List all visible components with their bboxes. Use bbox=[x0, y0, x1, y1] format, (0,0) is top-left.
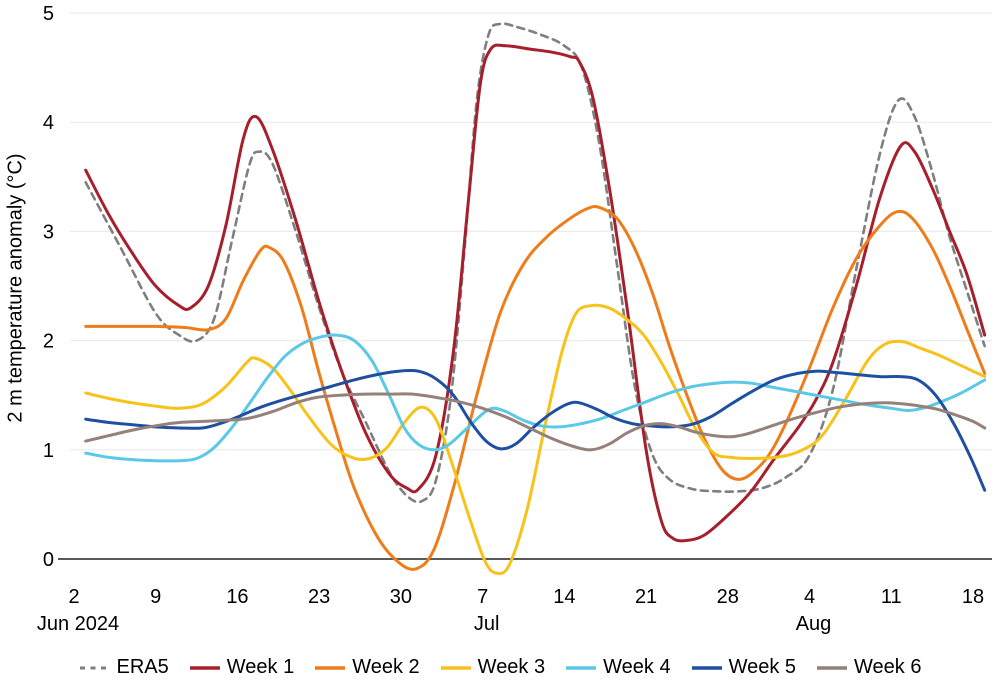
x-tick-label: 28 bbox=[717, 586, 739, 608]
legend-item-week-2: Week 2 bbox=[314, 656, 420, 679]
y-tick-label: 2 bbox=[43, 331, 54, 353]
legend-label: Week 2 bbox=[352, 656, 420, 678]
y-tick-label: 0 bbox=[43, 549, 54, 571]
legend-item-week-5: Week 5 bbox=[691, 656, 796, 679]
x-tick-label: 7 bbox=[477, 586, 488, 608]
legend-item-week-3: Week 3 bbox=[440, 656, 545, 679]
series-line-week-1 bbox=[84, 43, 987, 543]
month-label: Aug bbox=[796, 613, 832, 635]
month-label: Jun 2024 bbox=[37, 613, 119, 635]
x-tick-label: 14 bbox=[553, 586, 575, 608]
legend: ERA5 Week 1 Week 2 Week 3 Week 4 Week 5 Week 6 bbox=[0, 656, 1000, 679]
legend-swatch bbox=[315, 665, 346, 670]
legend-swatch bbox=[817, 665, 848, 670]
legend-label: Week 4 bbox=[603, 656, 671, 678]
legend-label: Week 5 bbox=[728, 656, 797, 678]
series-line-week-5 bbox=[84, 368, 987, 492]
y-tick-label: 4 bbox=[43, 112, 54, 134]
legend-swatch bbox=[691, 665, 722, 670]
legend-swatch bbox=[566, 665, 597, 670]
legend-label: Week 3 bbox=[477, 656, 546, 678]
legend-swatch bbox=[79, 666, 110, 669]
x-tick-label: 11 bbox=[881, 586, 902, 608]
x-tick-label: 21 bbox=[635, 586, 657, 608]
x-tick-label: 2 bbox=[68, 586, 79, 608]
legend-label: Week 1 bbox=[226, 656, 295, 678]
legend-item-era5: ERA5 bbox=[79, 656, 169, 679]
month-label: Jul bbox=[474, 613, 500, 635]
series-line-week-4 bbox=[84, 333, 987, 463]
legend-item-week-4: Week 4 bbox=[565, 656, 671, 679]
series-line-week-2 bbox=[84, 205, 987, 571]
x-tick-label: 16 bbox=[226, 586, 248, 608]
legend-swatch bbox=[440, 665, 471, 670]
legend-swatch bbox=[189, 665, 220, 670]
legend-label: Week 6 bbox=[854, 656, 922, 678]
y-tick-label: 1 bbox=[43, 440, 54, 462]
series-line-week-3 bbox=[84, 303, 987, 576]
x-tick-label: 18 bbox=[962, 586, 984, 608]
x-tick-label: 4 bbox=[804, 586, 815, 608]
x-tick-label: 30 bbox=[390, 586, 412, 608]
legend-item-week-1: Week 1 bbox=[189, 656, 294, 679]
x-tick-label: 9 bbox=[150, 586, 161, 608]
legend-label: ERA5 bbox=[116, 656, 169, 678]
y-tick-label: 5 bbox=[43, 3, 54, 25]
x-tick-label: 23 bbox=[308, 586, 330, 608]
y-tick-label: 3 bbox=[43, 221, 54, 243]
series-line-era5 bbox=[84, 22, 986, 504]
series-line-week-6 bbox=[84, 392, 987, 452]
legend-item-week-6: Week 6 bbox=[816, 656, 921, 679]
